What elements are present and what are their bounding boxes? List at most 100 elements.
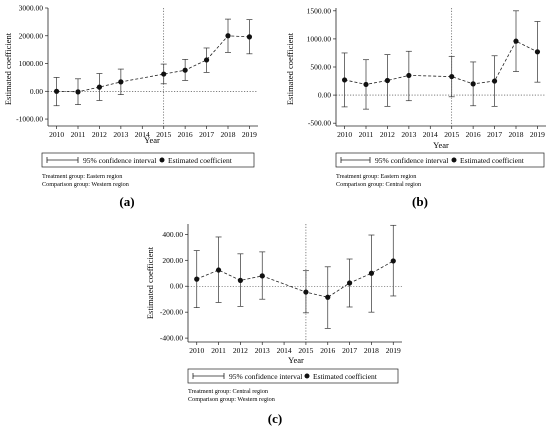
panel-c-coefficient-point	[194, 276, 200, 282]
panel-b-xtick-label: 2014	[423, 130, 438, 139]
panel-a-ytick-label: 3000.00	[19, 4, 44, 13]
panel-c-coefficient-point	[346, 280, 353, 286]
panel-b-chart: -500.00 0.00 500.00 1000.00 1500.00 2010 2011 2…	[285, 6, 546, 209]
panel-c-xtick-label: 2011	[211, 346, 226, 355]
panel-c-label: (c)	[268, 411, 282, 426]
panel-b-ytick-label: 1500.00	[307, 6, 332, 15]
panel-b-xtick-label: 2016	[466, 130, 481, 139]
panel-c-xtick-label: 2019	[386, 346, 401, 355]
panel-b-coefficient-point	[470, 81, 476, 87]
panel-c-ytick-label: -200.00	[160, 308, 183, 317]
panel-c-xtick-label: 2012	[233, 346, 248, 355]
panel-b-xtick-label: 2013	[401, 130, 416, 139]
panel-c-xlabel: Year	[288, 355, 304, 365]
panel-b-ytick-label: -500.00	[308, 119, 331, 128]
panel-c-coefficient-point	[237, 277, 244, 284]
panel-b-ytick-label: 500.00	[310, 63, 331, 72]
panel-c-ytick-label: 400.00	[162, 230, 183, 239]
panel-b-coefficient-point	[491, 78, 498, 84]
panel-a-xtick-label: 2017	[199, 130, 214, 139]
panel-b-coefficient-point	[534, 49, 541, 55]
panel-b-note-treatment: Treatment group: Eastern region	[336, 173, 416, 180]
panel-c-xtick-label: 2015	[298, 346, 313, 355]
panel-a-xtick-label: 2015	[156, 130, 171, 139]
panel-c-ytick-label: 0.00	[170, 282, 183, 291]
panel-c-xtick-label: 2014	[277, 346, 292, 355]
panel-a-chart: -1000.00 0.00 1000.00 2000.00 3000.00 2010 201…	[3, 4, 258, 209]
panel-b-legend-coef: Estimated coefficient	[460, 156, 525, 165]
panel-c-note-treatment: Treatment group: Central region	[188, 388, 268, 395]
panel-a-xtick-label: 2012	[92, 130, 107, 139]
panel-c-coefficient-point	[368, 270, 375, 276]
panel-a-label: (a)	[119, 194, 134, 209]
panel-a-coefficient-point	[203, 57, 210, 63]
panel-b-xtick-label: 2010	[337, 130, 352, 139]
panel-c-ytick-label: -400.00	[160, 334, 183, 343]
panel-b-xtick-label: 2018	[509, 130, 524, 139]
panel-b-coefficient-point	[363, 81, 369, 88]
panel-c-coefficient-point	[303, 289, 309, 295]
panel-a-coefficient-point	[53, 88, 60, 94]
panel-c-ytick-label: 200.00	[162, 256, 183, 265]
panel-b-xtick-label: 2019	[530, 130, 545, 139]
panel-c-xtick-label: 2018	[364, 346, 379, 355]
panel-b-coefficient-point	[513, 38, 519, 44]
panel-c-legend-ci: 95% confidence interval	[229, 372, 302, 381]
panel-a-ytick-label: 2000.00	[19, 31, 44, 40]
panel-c-xtick-label: 2017	[342, 346, 357, 355]
panel-b-coefficient-point	[449, 73, 455, 80]
panel-c-coefficient-point	[325, 294, 331, 300]
panel-a-xtick-label: 2014	[135, 130, 150, 139]
panel-a-coefficient-point	[161, 71, 167, 77]
panel-a-xtick-label: 2018	[221, 130, 236, 139]
panel-b-label: (b)	[412, 194, 428, 209]
panel-a-ylabel: Estimated coefficient	[3, 32, 13, 105]
panel-c-coefficient-point	[215, 267, 222, 273]
panel-c-xtick-label: 2013	[255, 346, 270, 355]
panel-a-trend-line	[56, 35, 250, 93]
panel-c-legend: 95% confidence interval Estimated coeffi…	[187, 368, 399, 384]
panel-a-coefficient-point	[96, 84, 103, 90]
panel-b-ytick-label: 0.00	[318, 91, 331, 100]
panel-b-xtick-label: 2017	[487, 130, 502, 139]
panel-b-ylabel: Estimated coefficient	[285, 32, 295, 105]
panel-a-coefficient-point	[75, 89, 81, 95]
panel-c-note-comparison: Comparison group: Western region	[188, 396, 275, 403]
panel-a-xtick-label: 2016	[178, 130, 193, 139]
panel-c-xtick-label: 2016	[320, 346, 335, 355]
panel-a-coefficient-point	[182, 67, 188, 73]
panel-b-xtick-label: 2012	[380, 130, 395, 139]
panel-b-note-comparison: Comparison group: Central region	[336, 181, 421, 188]
panel-a-coefficient-point	[118, 79, 124, 85]
panel-a-xtick-label: 2019	[242, 130, 257, 139]
panel-a-legend-coef: Estimated coefficient	[168, 156, 233, 165]
panel-a-ytick-label: -1000.00	[16, 115, 43, 124]
panel-a-coefficient-point	[225, 33, 231, 39]
panel-a-ytick-label: 1000.00	[19, 59, 44, 68]
panel-c-ylabel: Estimated coefficient	[145, 246, 155, 319]
panel-b-xlabel: Year	[433, 140, 449, 150]
panel-b-xtick-label: 2011	[359, 130, 374, 139]
panel-b-coefficient-point	[341, 77, 348, 83]
panel-c-coefficient-point	[390, 258, 396, 264]
panel-b-legend: 95% confidence interval Estimated coeffi…	[335, 152, 545, 168]
panel-b-xtick-label: 2015	[444, 130, 459, 139]
panel-a-note-comparison: Comparison group: Western region	[42, 181, 129, 188]
panel-a-xtick-label: 2011	[71, 130, 86, 139]
panel-a-xlabel: Year	[144, 135, 160, 145]
panel-a-legend: 95% confidence interval Estimated coeffi…	[41, 152, 255, 168]
panel-a-note-treatment: Treatment group: Eastern region	[42, 173, 122, 180]
panel-c-trend-line	[196, 260, 394, 298]
panel-b-coefficient-point	[384, 77, 391, 84]
panel-c-xtick-label: 2010	[189, 346, 204, 355]
panel-a-ytick-label: 0.00	[30, 87, 43, 96]
panel-b-trend-line	[344, 40, 538, 85]
panel-a-xtick-label: 2010	[49, 130, 64, 139]
panel-b-coefficient-point	[406, 72, 412, 79]
panel-c-legend-coef: Estimated coefficient	[313, 372, 378, 381]
panel-c-chart: -400.00 -200.00 0.00 200.00 400.00 2010 2011 20…	[145, 224, 402, 426]
panel-a-legend-ci: 95% confidence interval	[83, 156, 156, 165]
panel-a-xtick-label: 2013	[113, 130, 128, 139]
panel-b-ytick-label: 1000.00	[307, 34, 332, 43]
